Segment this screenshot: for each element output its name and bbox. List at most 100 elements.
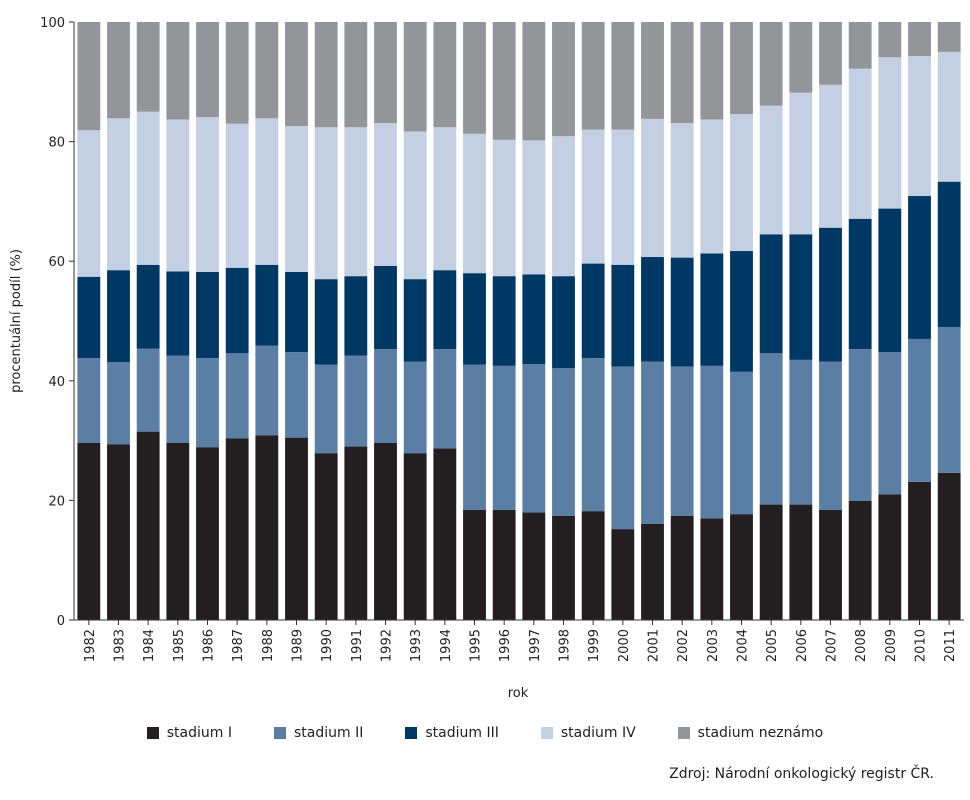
legend-swatch: [273, 727, 286, 739]
bar-segment-1982-series-2: [77, 358, 101, 443]
x-tick-label-2010: 2010: [914, 629, 929, 662]
bar-segment-1987-series-3: [225, 267, 249, 354]
bar-segment-1986-series-2: [196, 358, 219, 448]
bar-segment-1984-series-4: [136, 111, 160, 265]
bar-segment-1982-series-4: [77, 130, 101, 277]
bar-segment-1983-series-1: [107, 444, 130, 620]
bar-segment-1994-series-5: [433, 22, 457, 128]
bar-segment-2010-series-5: [908, 22, 931, 57]
bar-segment-2009-series-1: [878, 494, 902, 620]
bar-segment-1994-series-1: [433, 448, 457, 620]
bar-segment-2001-series-4: [641, 118, 664, 258]
bar-segment-1984-series-2: [136, 348, 160, 432]
bar-segment-1983-series-4: [107, 118, 130, 271]
bar-segment-1998-series-1: [552, 515, 575, 620]
y-axis-label: procentuální podíl (%): [9, 249, 24, 393]
bar-segment-1992-series-5: [374, 22, 397, 124]
bar-segment-1984-series-3: [136, 264, 160, 349]
bar-segment-1999-series-3: [581, 263, 605, 359]
bar-segment-2008-series-1: [848, 501, 872, 620]
bar-segment-1996-series-2: [492, 365, 516, 510]
bar-segment-2010-series-4: [908, 56, 931, 197]
x-tick-label-1994: 1994: [439, 629, 454, 662]
bar-segment-1997-series-1: [522, 512, 546, 620]
x-tick-label-1993: 1993: [409, 629, 424, 662]
bar-segment-1985-series-4: [166, 119, 190, 272]
bar-segment-1998-series-3: [552, 276, 575, 369]
bar-segment-2005-series-4: [759, 105, 783, 235]
bar-segment-2008-series-5: [848, 22, 872, 69]
x-tick-label-1997: 1997: [528, 629, 543, 662]
x-tick-label-2003: 2003: [706, 629, 721, 662]
x-tick-label-1998: 1998: [558, 629, 573, 662]
bar-segment-2009-series-3: [878, 208, 902, 353]
y-tick-label-40: 40: [48, 375, 65, 390]
bar-segment-1990-series-3: [314, 279, 338, 365]
bar-segment-2011-series-3: [937, 181, 961, 327]
bar-segment-1989-series-2: [285, 352, 308, 438]
bar-segment-1994-series-2: [433, 349, 457, 449]
bar-segment-1986-series-4: [196, 117, 219, 272]
x-tick-label-1999: 1999: [587, 629, 602, 662]
bar-segment-1987-series-4: [225, 123, 249, 268]
bar-segment-1995-series-5: [463, 22, 486, 134]
x-tick-label-2005: 2005: [765, 629, 780, 662]
x-tick-label-1983: 1983: [113, 629, 128, 662]
y-tick-label-20: 20: [48, 494, 65, 509]
bar-segment-2007-series-4: [819, 84, 842, 228]
bar-segment-1988-series-1: [255, 435, 279, 620]
bar-segment-1985-series-3: [166, 271, 190, 356]
x-tick-label-2002: 2002: [676, 629, 691, 662]
bar-segment-1996-series-3: [492, 276, 516, 366]
bar-segment-2007-series-1: [819, 509, 842, 620]
bar-segment-1990-series-2: [314, 364, 338, 454]
bar-segment-1991-series-5: [344, 22, 368, 128]
bar-segment-1990-series-5: [314, 22, 338, 128]
legend-swatch: [405, 727, 418, 739]
bar-segment-2006-series-3: [789, 234, 813, 360]
bar-segment-2000-series-5: [611, 22, 635, 130]
x-tick-label-2011: 2011: [943, 629, 958, 662]
y-tick-label-100: 100: [40, 16, 65, 31]
bar-segment-1991-series-2: [344, 355, 368, 447]
bar-segment-1982-series-1: [77, 442, 101, 620]
bar-segment-1984-series-1: [136, 431, 160, 620]
bar-segment-1989-series-4: [285, 126, 308, 272]
bar-segment-1993-series-2: [403, 361, 427, 454]
bar-segment-1988-series-2: [255, 345, 279, 436]
bar-segment-1995-series-3: [463, 273, 486, 365]
bar-segment-1988-series-4: [255, 118, 279, 265]
x-tick-label-2008: 2008: [854, 629, 869, 662]
bar-segment-1989-series-1: [285, 437, 308, 620]
legend-item-4: stadium IV: [540, 725, 636, 741]
bar-segment-1993-series-4: [403, 131, 427, 280]
legend-item-3: stadium III: [405, 725, 499, 741]
x-tick-label-2001: 2001: [647, 629, 662, 662]
bar-segment-2011-series-4: [937, 51, 961, 182]
axes-layer: 0 20 40 60 80 100 1982 1983 1984 1985 1986 1987 1988…: [40, 16, 964, 662]
bar-segment-2000-series-1: [611, 529, 635, 620]
y-tick-label-80: 80: [48, 136, 65, 151]
x-tick-label-2009: 2009: [884, 629, 899, 662]
bar-segment-2003-series-1: [700, 518, 724, 620]
legend-item-2: stadium II: [273, 725, 363, 741]
x-tick-label-1987: 1987: [231, 629, 246, 662]
bar-segment-2008-series-2: [848, 349, 872, 501]
legend-swatch: [677, 727, 690, 739]
bar-segment-1997-series-2: [522, 364, 546, 513]
y-tick-label-0: 0: [57, 614, 65, 629]
bar-segment-1998-series-4: [552, 136, 575, 277]
legend-item-5: stadium neznámo: [677, 725, 823, 741]
bar-segment-1999-series-4: [581, 129, 605, 264]
x-tick-label-2007: 2007: [825, 629, 840, 662]
bar-segment-2000-series-2: [611, 366, 635, 530]
bar-segment-1983-series-2: [107, 362, 130, 445]
bar-segment-1995-series-4: [463, 133, 486, 274]
bar-segment-1998-series-5: [552, 22, 575, 137]
bar-segment-1987-series-1: [225, 438, 249, 620]
bar-segment-1987-series-2: [225, 353, 249, 439]
bar-segment-1997-series-5: [522, 22, 546, 141]
bar-segment-1992-series-1: [374, 442, 397, 620]
bar-segment-1994-series-4: [433, 127, 457, 271]
bar-segment-2008-series-4: [848, 68, 872, 219]
